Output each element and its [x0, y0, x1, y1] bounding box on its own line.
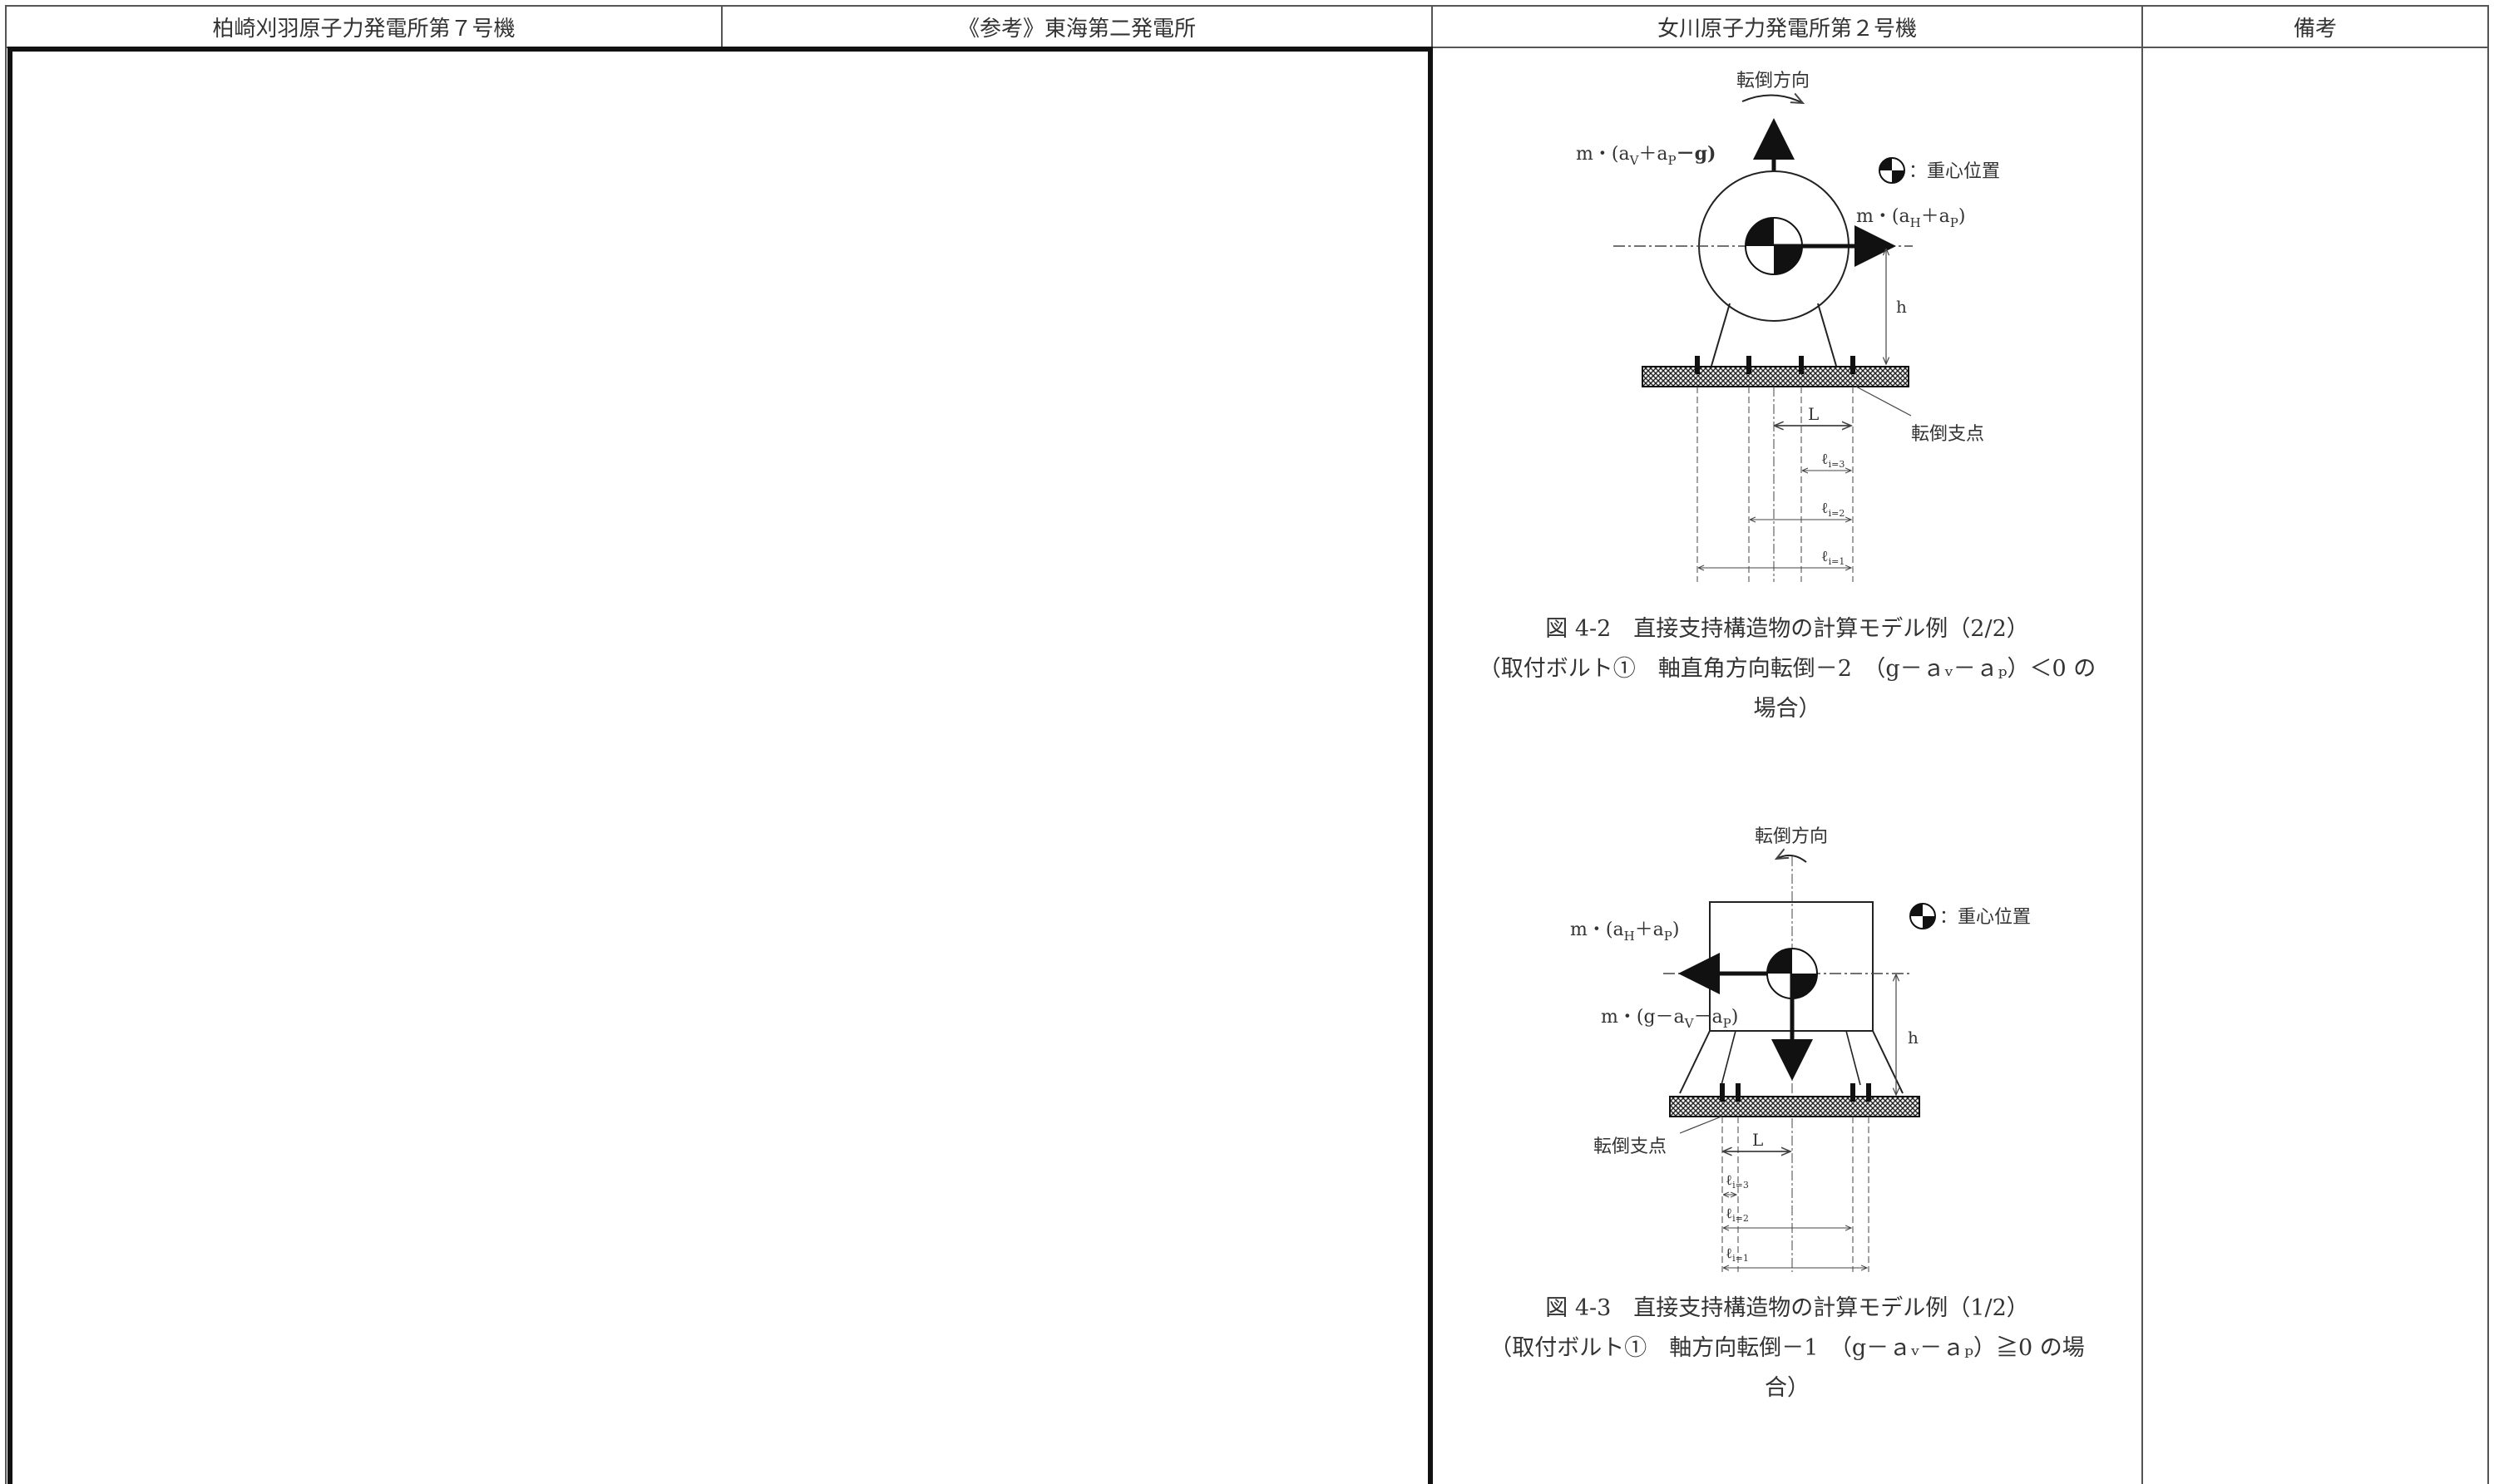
figure-4-2-caption: 図 4-2 直接支持構造物の計算モデル例（2/2） （取付ボルト① 軸直角方向転…	[1432, 609, 2142, 729]
caption-condition: （取付ボルト① 軸方向転倒－1 （g－ａᵥ－ａₚ）≧0 の場	[1489, 1335, 2085, 1361]
header-col-tokai: 《参考》東海第二発電所	[957, 16, 1196, 42]
tipping-direction-label: 転倒方向	[1755, 826, 1828, 847]
fulcrum-label: 転倒支点	[1593, 1136, 1667, 1157]
figure-4-2-diagram: 転倒方向 m・(aV＋aP－g) ：重心位置 m・(aH＋aP) h 転倒支点	[1576, 71, 2000, 582]
cog-legend-label: ：重心位置	[1909, 161, 2000, 182]
anchor-bolt	[1850, 356, 1855, 374]
caption-title: 図 4-2 直接支持構造物の計算モデル例（2/2）	[1545, 616, 2029, 642]
anchor-bolt	[1850, 1083, 1855, 1102]
dim-l-i2: ℓi=2	[1821, 500, 1845, 519]
anchor-bolt	[1746, 356, 1751, 374]
lever-arm-label: L	[1808, 404, 1819, 424]
cog-legend-icon	[1879, 157, 1905, 184]
caption-condition-cont: 場合）	[1753, 696, 1821, 722]
caption-condition-cont: 合）	[1765, 1375, 1810, 1401]
anchor-bolt	[1695, 356, 1700, 374]
figure-4-3-caption: 図 4-3 直接支持構造物の計算モデル例（1/2） （取付ボルト① 軸方向転倒－…	[1432, 1289, 2142, 1408]
horizontal-force-label: m・(aH＋aP)	[1856, 206, 1965, 230]
cog-legend-icon	[1909, 903, 1936, 929]
tipping-direction-arrow	[1776, 855, 1807, 863]
anchor-bolt	[1866, 1083, 1871, 1102]
caption-title: 図 4-3 直接支持構造物の計算モデル例（1/2）	[1545, 1295, 2029, 1321]
vertical-force-label: m・(aV＋aP－g)	[1576, 143, 1716, 168]
dim-l-i2: ℓi=2	[1726, 1205, 1749, 1224]
height-label: h	[1896, 297, 1907, 317]
base-plate	[1669, 1096, 1920, 1117]
dim-l-i3: ℓi=3	[1726, 1172, 1749, 1191]
horizontal-force-label: m・(aH＋aP)	[1570, 919, 1679, 944]
header-col-kashiwazaki: 柏崎刈羽原子力発電所第７号機	[212, 16, 516, 42]
figure-4-3-diagram: 転倒方向 ：重心位置 m・(aH＋aP) m・(g－aV－aP) h	[1570, 826, 2031, 1272]
dim-l-i3: ℓi=3	[1821, 451, 1845, 470]
vertical-force-label: m・(g－aV－aP)	[1601, 1007, 1738, 1031]
dim-l-i1: ℓi=1	[1821, 548, 1845, 567]
header-col-remarks: 備考	[2293, 16, 2337, 42]
tipping-direction-arrow	[1741, 95, 1803, 103]
anchor-bolt	[1720, 1083, 1725, 1102]
caption-condition: （取付ボルト① 軸直角方向転倒－2 （g－ａᵥ－ａₚ）＜0 の	[1478, 656, 2096, 682]
base-plate	[1642, 366, 1909, 387]
anchor-bolt	[1799, 356, 1804, 374]
lever-arm-label: L	[1752, 1130, 1763, 1150]
height-label: h	[1908, 1028, 1919, 1048]
fulcrum-label: 転倒支点	[1911, 424, 1984, 445]
anchor-bolt	[1736, 1083, 1741, 1102]
tipping-direction-label: 転倒方向	[1736, 71, 1810, 91]
cog-legend-label: ：重心位置	[1939, 907, 2031, 928]
dim-l-i1: ℓi=1	[1726, 1245, 1749, 1264]
header-col-onagawa: 女川原子力発電所第２号機	[1657, 16, 1917, 42]
